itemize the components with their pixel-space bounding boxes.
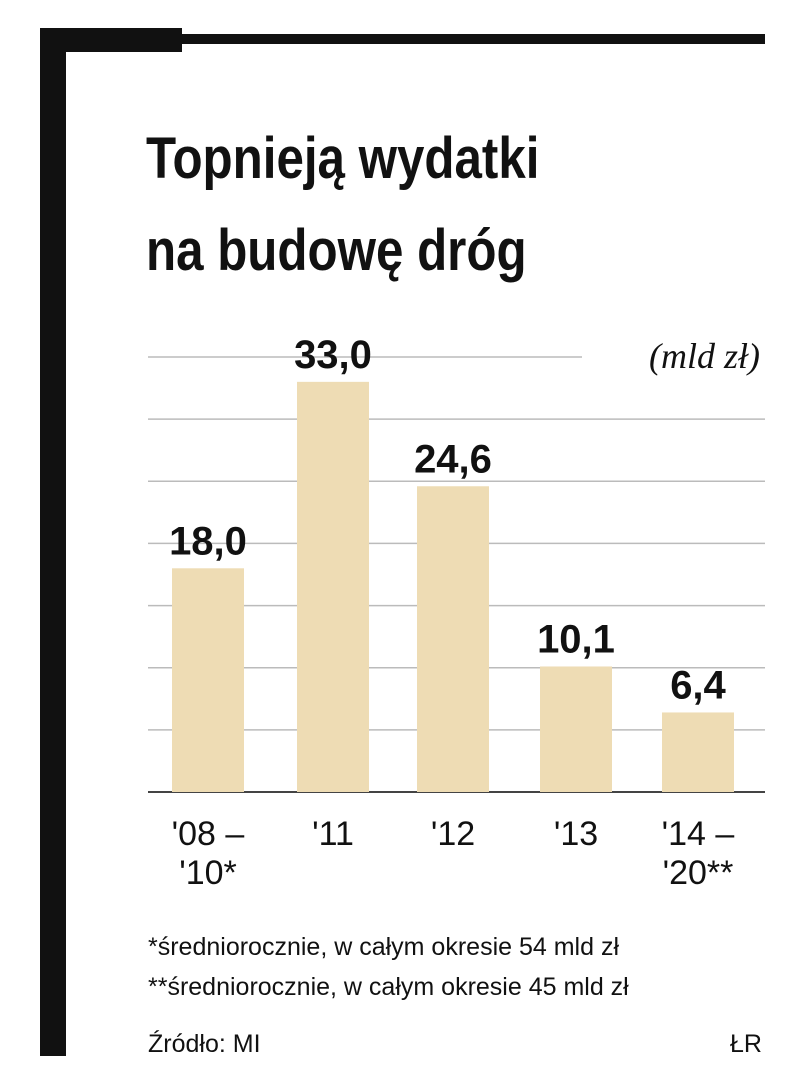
x-tick-label: '11 xyxy=(312,815,354,853)
footnote: **średniorocznie, w całym okresie 45 mld… xyxy=(148,973,629,1001)
unit-label: (mld zł) xyxy=(649,336,760,376)
plot: 18,0 '08 – '10* 33,0 '11 24,6 '12 10,1 '13 6,4 '14… xyxy=(148,333,765,892)
bar xyxy=(662,712,734,792)
frame-top xyxy=(40,34,765,44)
chart-title: na budowę dróg xyxy=(146,218,527,283)
author: ŁR xyxy=(730,1030,762,1058)
value-label: 24,6 xyxy=(414,437,492,481)
value-label: 33,0 xyxy=(294,333,372,377)
chart-title: Topnieją wydatki xyxy=(146,126,539,191)
x-tick-label: '14 – '20** xyxy=(662,815,735,892)
x-tick-label: '08 – '10* xyxy=(172,815,245,892)
x-tick-label: '13 xyxy=(554,815,598,853)
bar xyxy=(172,568,244,792)
source: Źródło: MI xyxy=(148,1029,261,1058)
bar xyxy=(417,486,489,792)
bar xyxy=(540,666,612,792)
frame-left xyxy=(40,28,66,1056)
value-label: 6,4 xyxy=(670,663,726,707)
value-label: 10,1 xyxy=(537,617,615,661)
unit-bg xyxy=(582,325,765,385)
footnote: *średniorocznie, w całym okresie 54 mld … xyxy=(148,933,619,961)
value-label: 18,0 xyxy=(169,519,247,563)
bar xyxy=(297,381,369,792)
x-tick-label: '12 xyxy=(431,815,475,853)
